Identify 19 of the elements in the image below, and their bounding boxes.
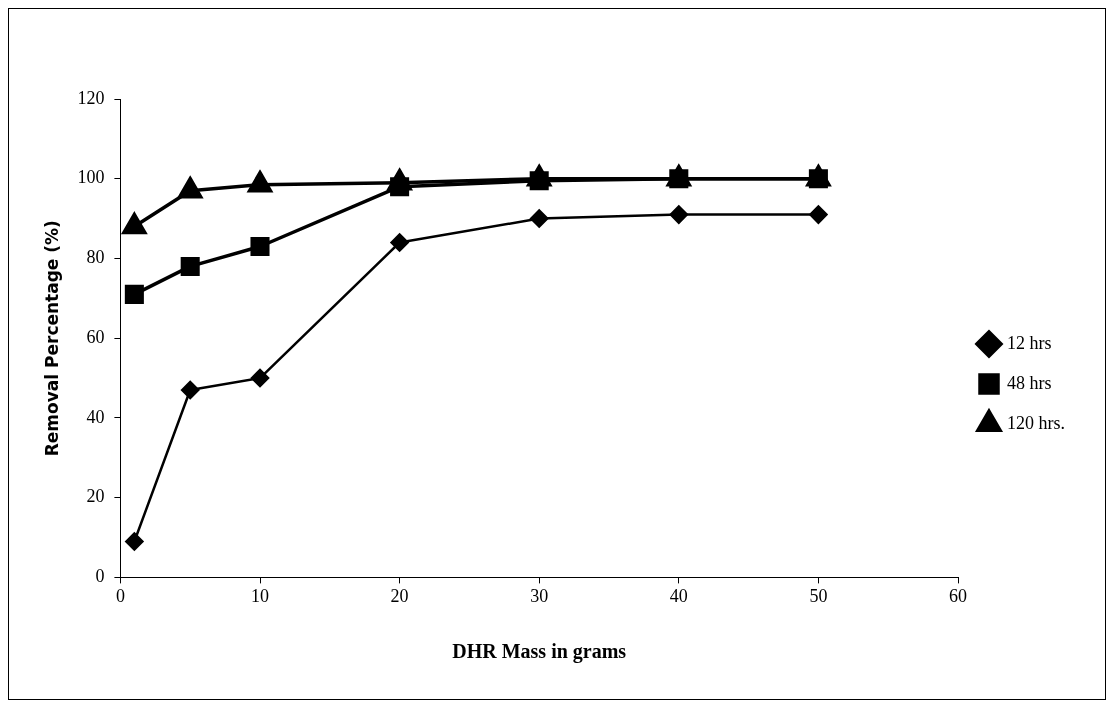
x-tick-label: 30	[530, 585, 549, 606]
y-tick-label: 0	[95, 566, 105, 587]
y-tick-label: 120	[77, 87, 105, 108]
legend-label: 48 hrs	[1007, 372, 1052, 393]
legend-label: 120 hrs.	[1007, 412, 1065, 433]
x-tick-label: 60	[949, 585, 967, 606]
x-tick-label: 20	[390, 585, 409, 606]
legend-label: 12 hrs	[1007, 332, 1052, 353]
y-tick-label: 60	[86, 326, 105, 347]
y-tick-label: 40	[86, 406, 105, 427]
x-tick-label: 10	[251, 585, 269, 606]
y-tick-label: 80	[86, 247, 105, 268]
x-axis-title: DHR Mass in grams	[452, 640, 627, 664]
x-tick-label: 0	[115, 585, 125, 606]
y-tick-label: 20	[86, 486, 105, 507]
y-tick-label: 100	[77, 167, 105, 188]
x-tick-label: 50	[809, 585, 828, 606]
x-tick-label: 40	[669, 585, 688, 606]
y-axis-title: Removal Percentage (%)	[41, 220, 62, 457]
